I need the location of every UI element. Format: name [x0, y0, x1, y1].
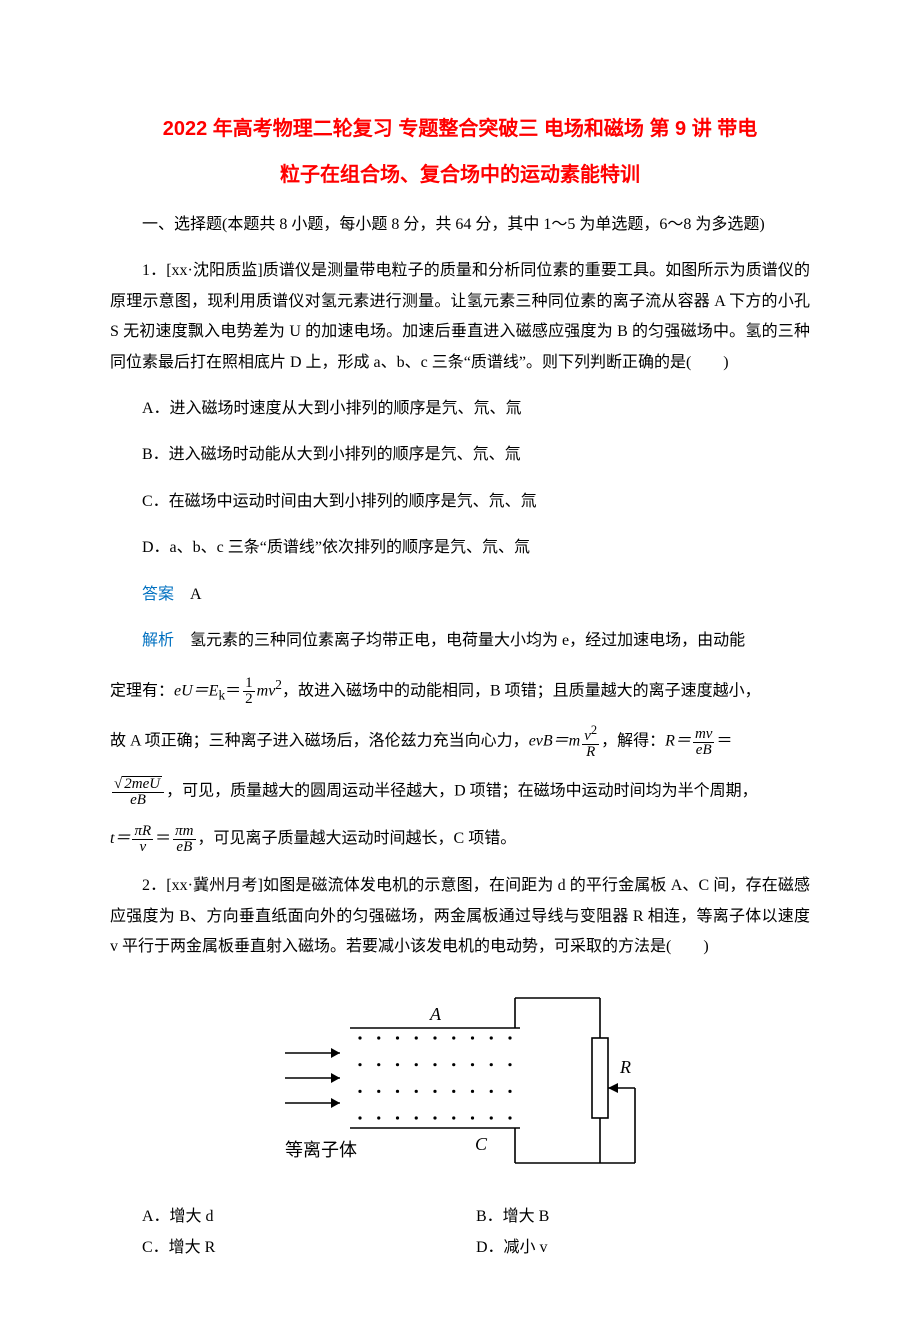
evB: evB＝m: [529, 733, 581, 750]
explain-seg5: ，可见离子质量越大运动时间越长，C 项错。: [198, 830, 517, 847]
answer-label: 答案: [142, 586, 174, 603]
frac-sqrt-eB: √2meUeB: [112, 776, 164, 808]
pim-num: πm: [173, 824, 195, 840]
mv2: mv: [257, 683, 276, 700]
q1-option-a: A．进入磁场时速度从大到小排列的顺序是氕、氘、氚: [110, 394, 810, 424]
explain-seg1: 氢元素的三种同位素离子均带正电，电荷量大小均为 e，经过加速电场，由动能: [174, 632, 745, 649]
sqrt-num: √2meU: [112, 776, 164, 793]
q2-option-d: D．减小 v: [476, 1233, 810, 1263]
explain-seg3c: ＝: [716, 733, 732, 750]
q1-explain-line3: 故 A 项正确；三种离子进入磁场后，洛伦兹力充当向心力，evB＝mv2R，解得：…: [110, 724, 810, 760]
v2-num: v2: [582, 724, 599, 745]
section-intro: 一、选择题(本题共 8 小题，每小题 8 分，共 64 分，其中 1～5 为单选…: [110, 210, 810, 240]
q1-explain-line1: 解析 氢元素的三种同位素离子均带正电，电荷量大小均为 e，经过加速电场，由动能: [110, 626, 810, 656]
frac-piR-v: πRv: [132, 824, 153, 855]
svg-text:R: R: [619, 1057, 631, 1077]
sup2-1: 2: [275, 677, 282, 692]
q1-explain-line4: √2meUeB，可见，质量越大的圆周运动半径越大，D 项错；在磁场中运动时间均为…: [110, 776, 810, 808]
frac-v2R: v2R: [582, 724, 599, 760]
q2-option-b: B．增大 B: [476, 1202, 810, 1232]
q2-diagram: A C 等离子体 R: [270, 978, 650, 1188]
half-num: 1: [243, 676, 255, 692]
q1-option-c: C．在磁场中运动时间由大到小排列的顺序是氕、氘、氚: [110, 487, 810, 517]
q1-option-d: D．a、b、c 三条“质谱线”依次排列的顺序是氕、氘、氚: [110, 533, 810, 563]
eB-den: eB: [693, 743, 715, 758]
piR-num: πR: [132, 824, 153, 840]
eB-den3: eB: [173, 840, 195, 855]
q1-explain-line2: 定理有：eU＝Ek＝12mv2，故进入磁场中的动能相同，B 项错；且质量越大的离…: [110, 672, 810, 708]
frac-half: 12: [243, 676, 255, 707]
mv-num: mv: [693, 727, 715, 743]
frac-pim-eB: πmeB: [173, 824, 195, 855]
eq1: ＝: [225, 683, 241, 700]
explain-seg4: ，可见，质量越大的圆周运动半径越大，D 项错；在磁场中运动时间均为半个周期，: [166, 783, 758, 800]
svg-text:C: C: [475, 1134, 488, 1154]
half-den: 2: [243, 692, 255, 707]
q2-options-row1: A．增大 d B．增大 B: [110, 1202, 810, 1232]
R-eq: R＝: [665, 733, 691, 750]
q1-explain-line5: t＝πRv＝πmeB，可见离子质量越大运动时间越长，C 项错。: [110, 824, 810, 855]
q2-stem: 2．[xx·冀州月考]如图是磁流体发电机的示意图，在间距为 d 的平行金属板 A…: [110, 871, 810, 962]
v-den: v: [132, 840, 153, 855]
eU-Ek: eU＝E: [174, 683, 218, 700]
explain-seg2a: 定理有：: [110, 683, 174, 700]
q1-answer: 答案 A: [110, 580, 810, 610]
t-eq: t＝: [110, 830, 130, 847]
eB-den2: eB: [112, 793, 164, 808]
explain-seg3a: 故 A 项正确；三种离子进入磁场后，洛伦兹力充当向心力，: [110, 733, 529, 750]
svg-text:A: A: [429, 1004, 442, 1024]
q2-option-a: A．增大 d: [142, 1202, 476, 1232]
q1-stem: 1．[xx·沈阳质监]质谱仪是测量带电粒子的质量和分析同位素的重要工具。如图所示…: [110, 256, 810, 378]
R-den: R: [582, 745, 599, 760]
eq2: ＝: [155, 830, 171, 847]
title-line-2: 粒子在组合场、复合场中的运动素能特训: [110, 156, 810, 194]
answer-value: A: [174, 586, 202, 603]
q2-option-c: C．增大 R: [142, 1233, 476, 1263]
explain-seg2b: ，故进入磁场中的动能相同，B 项错；且质量越大的离子速度越小，: [282, 683, 761, 700]
svg-text:等离子体: 等离子体: [285, 1140, 357, 1160]
q2-options-row2: C．增大 R D．减小 v: [110, 1233, 810, 1263]
frac-mv-eB: mveB: [693, 727, 715, 758]
explain-seg3b: ，解得：: [601, 733, 665, 750]
q1-option-b: B．进入磁场时动能从大到小排列的顺序是氕、氘、氚: [110, 440, 810, 470]
page: 2022 年高考物理二轮复习 专题整合突破三 电场和磁场 第 9 讲 带电 粒子…: [0, 0, 920, 1323]
title-line-1: 2022 年高考物理二轮复习 专题整合突破三 电场和磁场 第 9 讲 带电: [110, 110, 810, 148]
explain-label: 解析: [142, 632, 174, 649]
